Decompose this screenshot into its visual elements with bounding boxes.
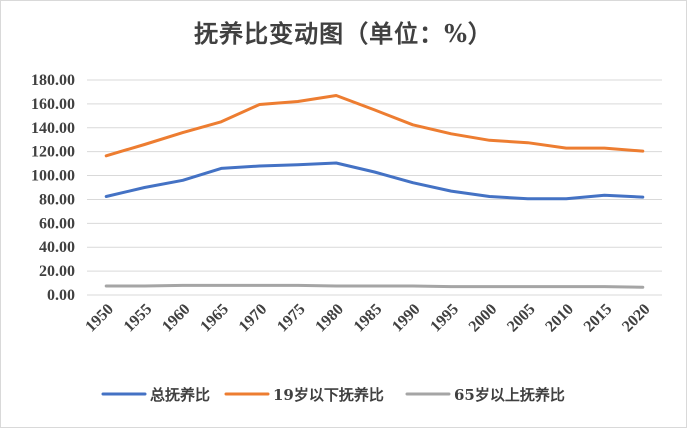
x-tick-label: 2010 [542, 301, 577, 336]
x-tick-label: 2020 [619, 301, 654, 336]
y-tick-label: 100.00 [31, 168, 75, 185]
x-tick-label: 1960 [159, 301, 194, 336]
y-tick-label: 20.00 [39, 263, 75, 280]
series-line-0 [104, 161, 645, 201]
y-tick-label: 60.00 [39, 215, 75, 232]
y-axis-tick-labels: 0.00 20.00 40.00 60.00 80.00 100.00 120.00 140.… [31, 72, 75, 304]
series-line-1 [104, 94, 645, 158]
legend: 总抚养比 19岁以下抚养比 65岁以上抚养比 [101, 386, 565, 404]
x-tick-label: 2000 [466, 301, 501, 336]
x-tick-label: 1955 [121, 301, 156, 336]
x-tick-label: 1985 [351, 301, 386, 336]
y-tick-label: 180.00 [31, 72, 75, 89]
x-tick-label: 1965 [197, 301, 232, 336]
legend-label-1: 19岁以下抚养比 [273, 386, 384, 404]
chart-title: 抚养比变动图（单位：%） [194, 19, 493, 48]
x-tick-label: 1970 [236, 301, 271, 336]
y-tick-label: 120.00 [31, 144, 75, 161]
legend-label-0: 总抚养比 [150, 386, 210, 404]
series-lines [104, 94, 645, 289]
y-tick-label: 40.00 [39, 239, 75, 256]
x-tick-label: 1995 [427, 301, 462, 336]
series-line-2 [104, 283, 645, 289]
x-tick-label: 1950 [82, 301, 117, 336]
x-tick-label: 1975 [274, 301, 309, 336]
x-tick-label: 2015 [581, 301, 616, 336]
x-tick-label: 1990 [389, 301, 424, 336]
y-tick-label: 160.00 [31, 96, 75, 113]
legend-label-2: 65岁以上抚养比 [454, 386, 565, 404]
gridlines [87, 79, 662, 296]
y-tick-label: 140.00 [31, 120, 75, 137]
y-tick-label: 0.00 [47, 287, 75, 304]
x-tick-label: 1980 [312, 301, 347, 336]
x-axis-tick-labels: 1950 1955 1960 1965 1970 1975 1980 1985 1990 1995… [82, 301, 653, 336]
x-tick-label: 2005 [504, 301, 539, 336]
y-tick-label: 80.00 [39, 191, 75, 208]
